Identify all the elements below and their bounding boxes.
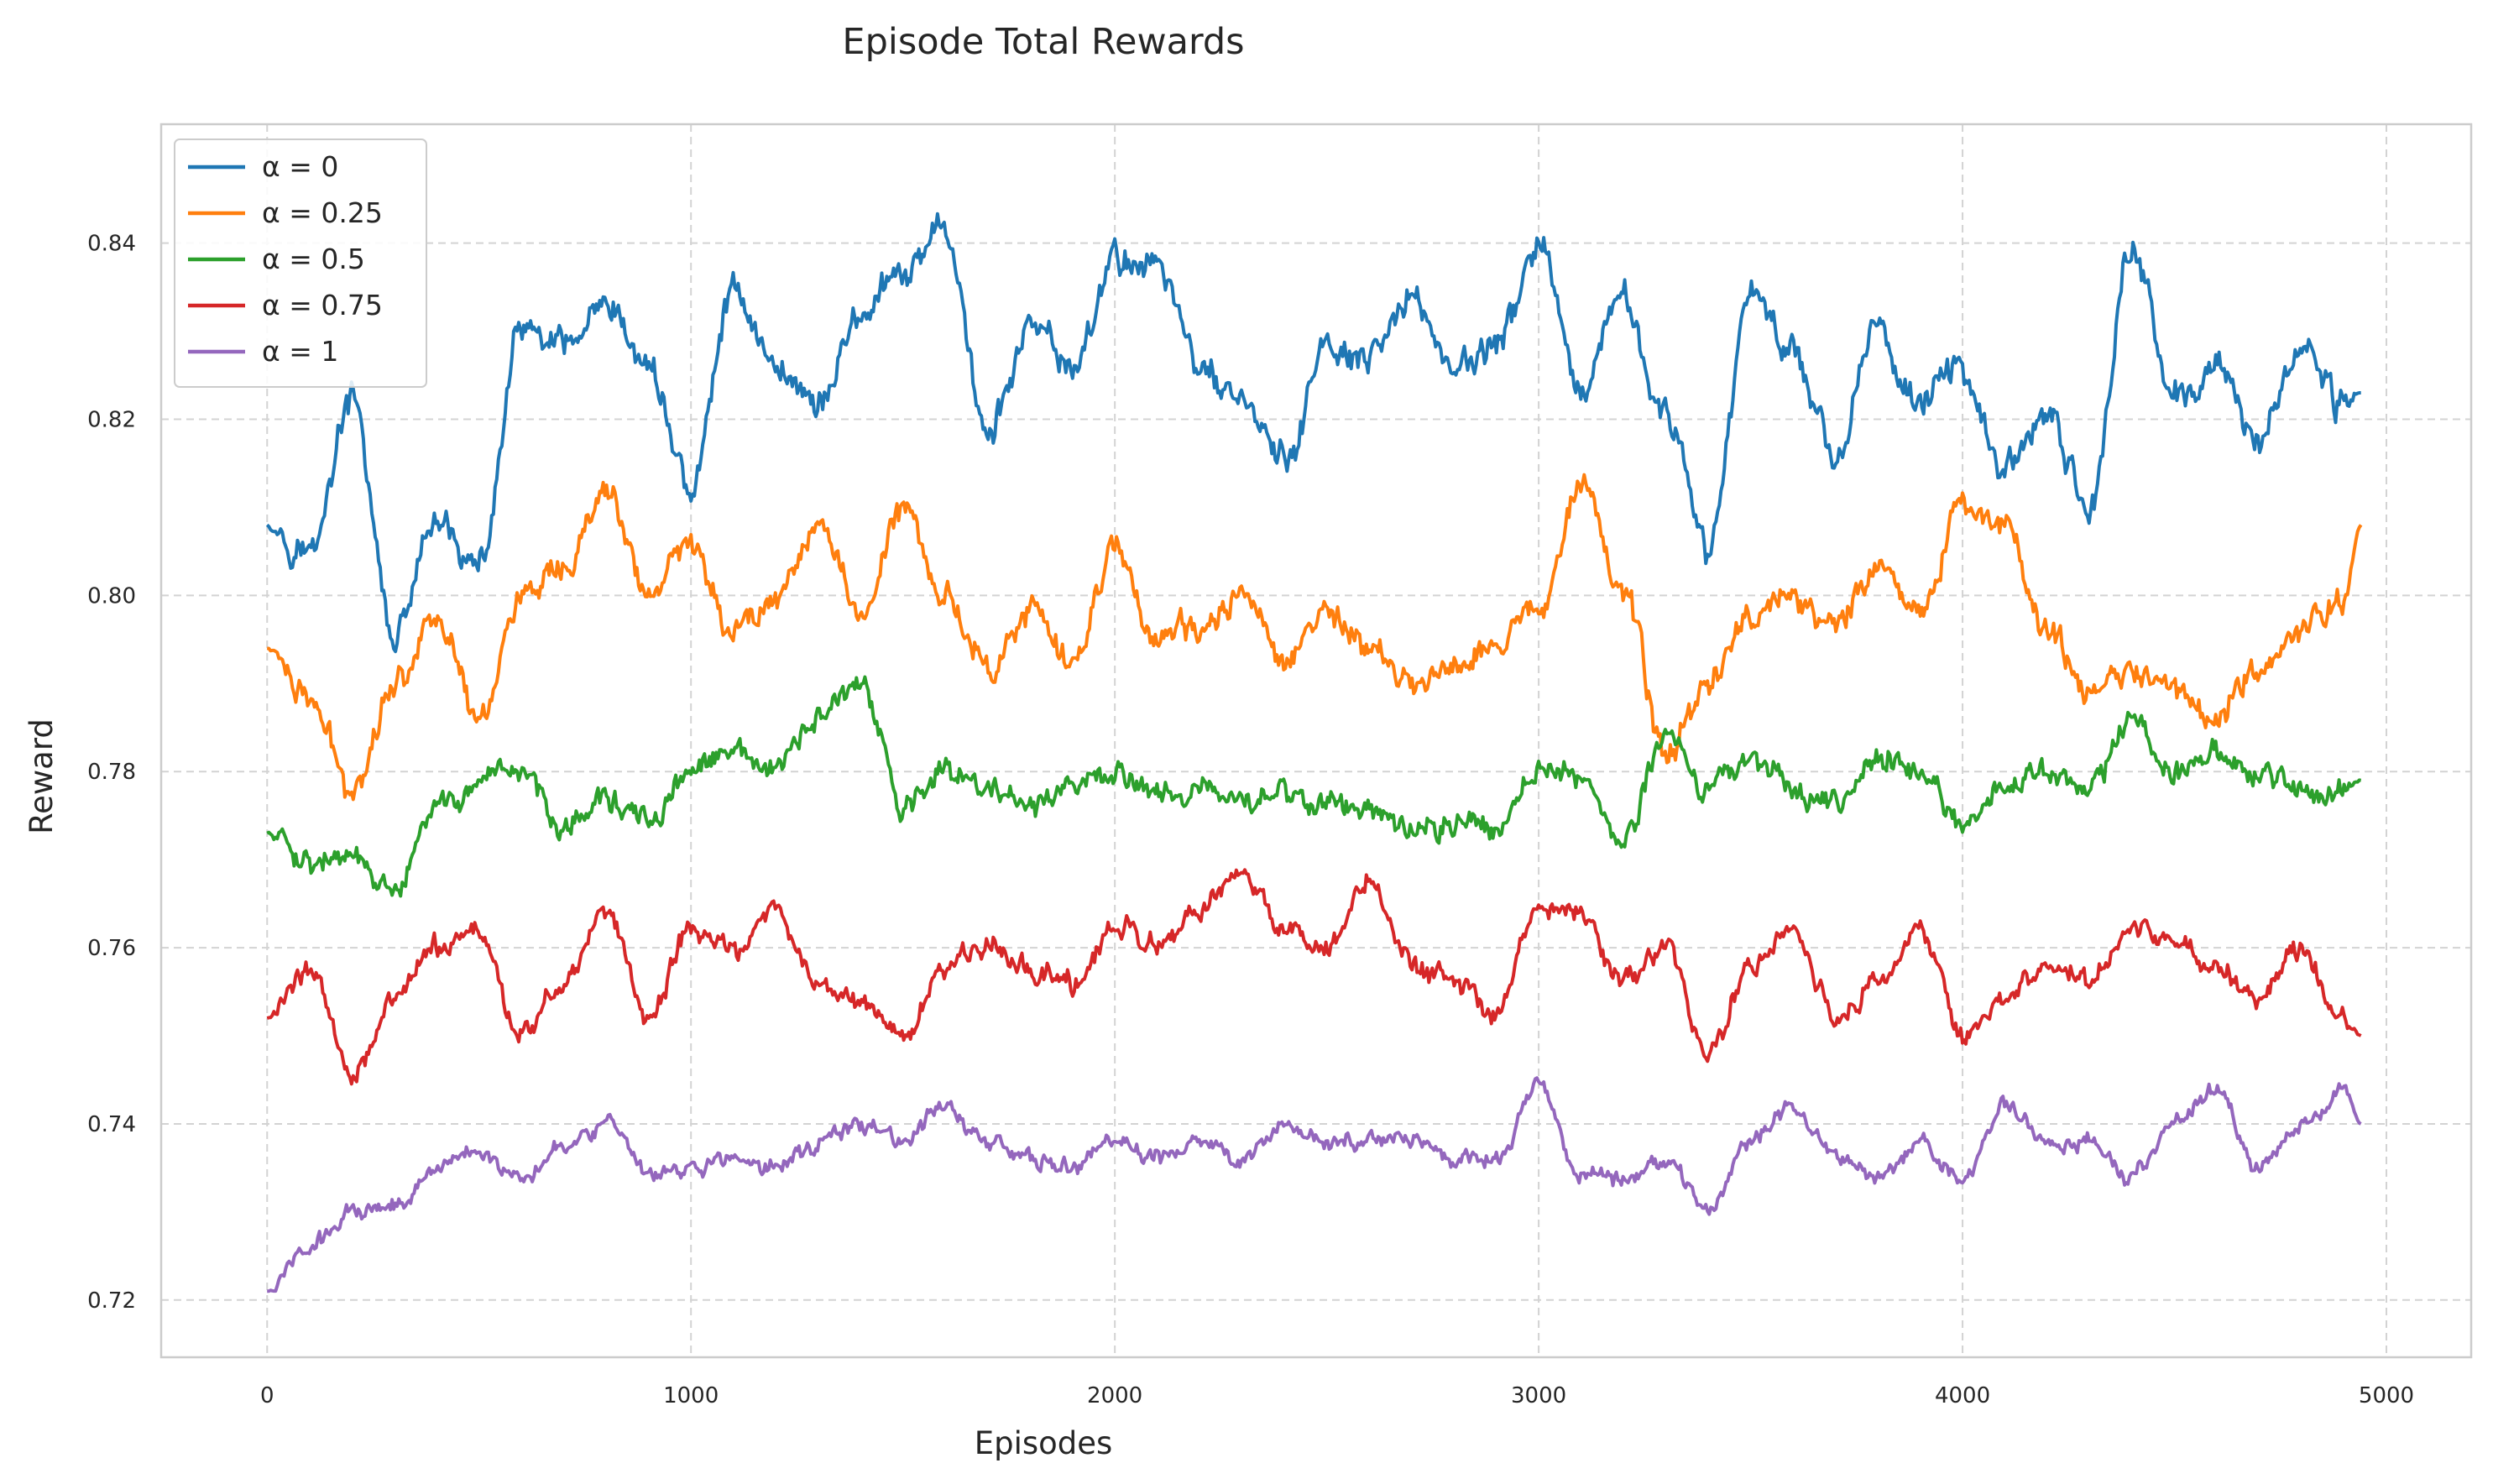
y-tick-label: 0.80 [87, 583, 136, 609]
y-tick-label: 0.76 [87, 936, 136, 961]
grid-lines [161, 124, 2471, 1357]
series-line-2 [266, 675, 2361, 898]
chart-title: Episode Total Rewards [842, 21, 1244, 63]
legend-label: α = 1 [262, 335, 338, 368]
legend-label: α = 0.75 [262, 289, 383, 321]
series-line-1 [266, 473, 2363, 802]
y-tick-labels: 0.72 0.74 0.76 0.78 0.80 0.82 0.84 [87, 232, 136, 1314]
x-tick-label: 5000 [2359, 1383, 2414, 1408]
y-axis-label: Reward [24, 718, 60, 834]
legend-label: α = 0.25 [262, 196, 383, 229]
legend-box [174, 138, 427, 388]
y-tick-label: 0.72 [87, 1288, 136, 1314]
series-line-4 [267, 1076, 2362, 1293]
x-tick-label: 1000 [663, 1383, 719, 1408]
x-tick-label: 0 [260, 1383, 274, 1408]
y-tick-label: 0.82 [87, 408, 136, 433]
x-tick-label: 4000 [1935, 1383, 1990, 1408]
y-tick-label: 0.78 [87, 760, 136, 785]
y-tick-label: 0.74 [87, 1112, 136, 1137]
x-tick-label: 3000 [1511, 1383, 1566, 1408]
series-lines [265, 212, 2363, 1293]
y-tick-label: 0.84 [87, 232, 136, 257]
legend-label: α = 0 [262, 150, 338, 183]
x-axis-label: Episodes [975, 1425, 1113, 1461]
series-line-0 [265, 212, 2361, 654]
legend-label: α = 0.5 [262, 243, 365, 275]
legend: α = 0 α = 0.25 α = 0.5 α = 0.75 α = 1 [174, 138, 427, 388]
plot-frame [159, 123, 2473, 1359]
series-line-3 [266, 868, 2362, 1086]
x-tick-label: 2000 [1087, 1383, 1142, 1408]
x-tick-labels: 0 1000 2000 3000 4000 5000 [260, 1383, 2414, 1408]
